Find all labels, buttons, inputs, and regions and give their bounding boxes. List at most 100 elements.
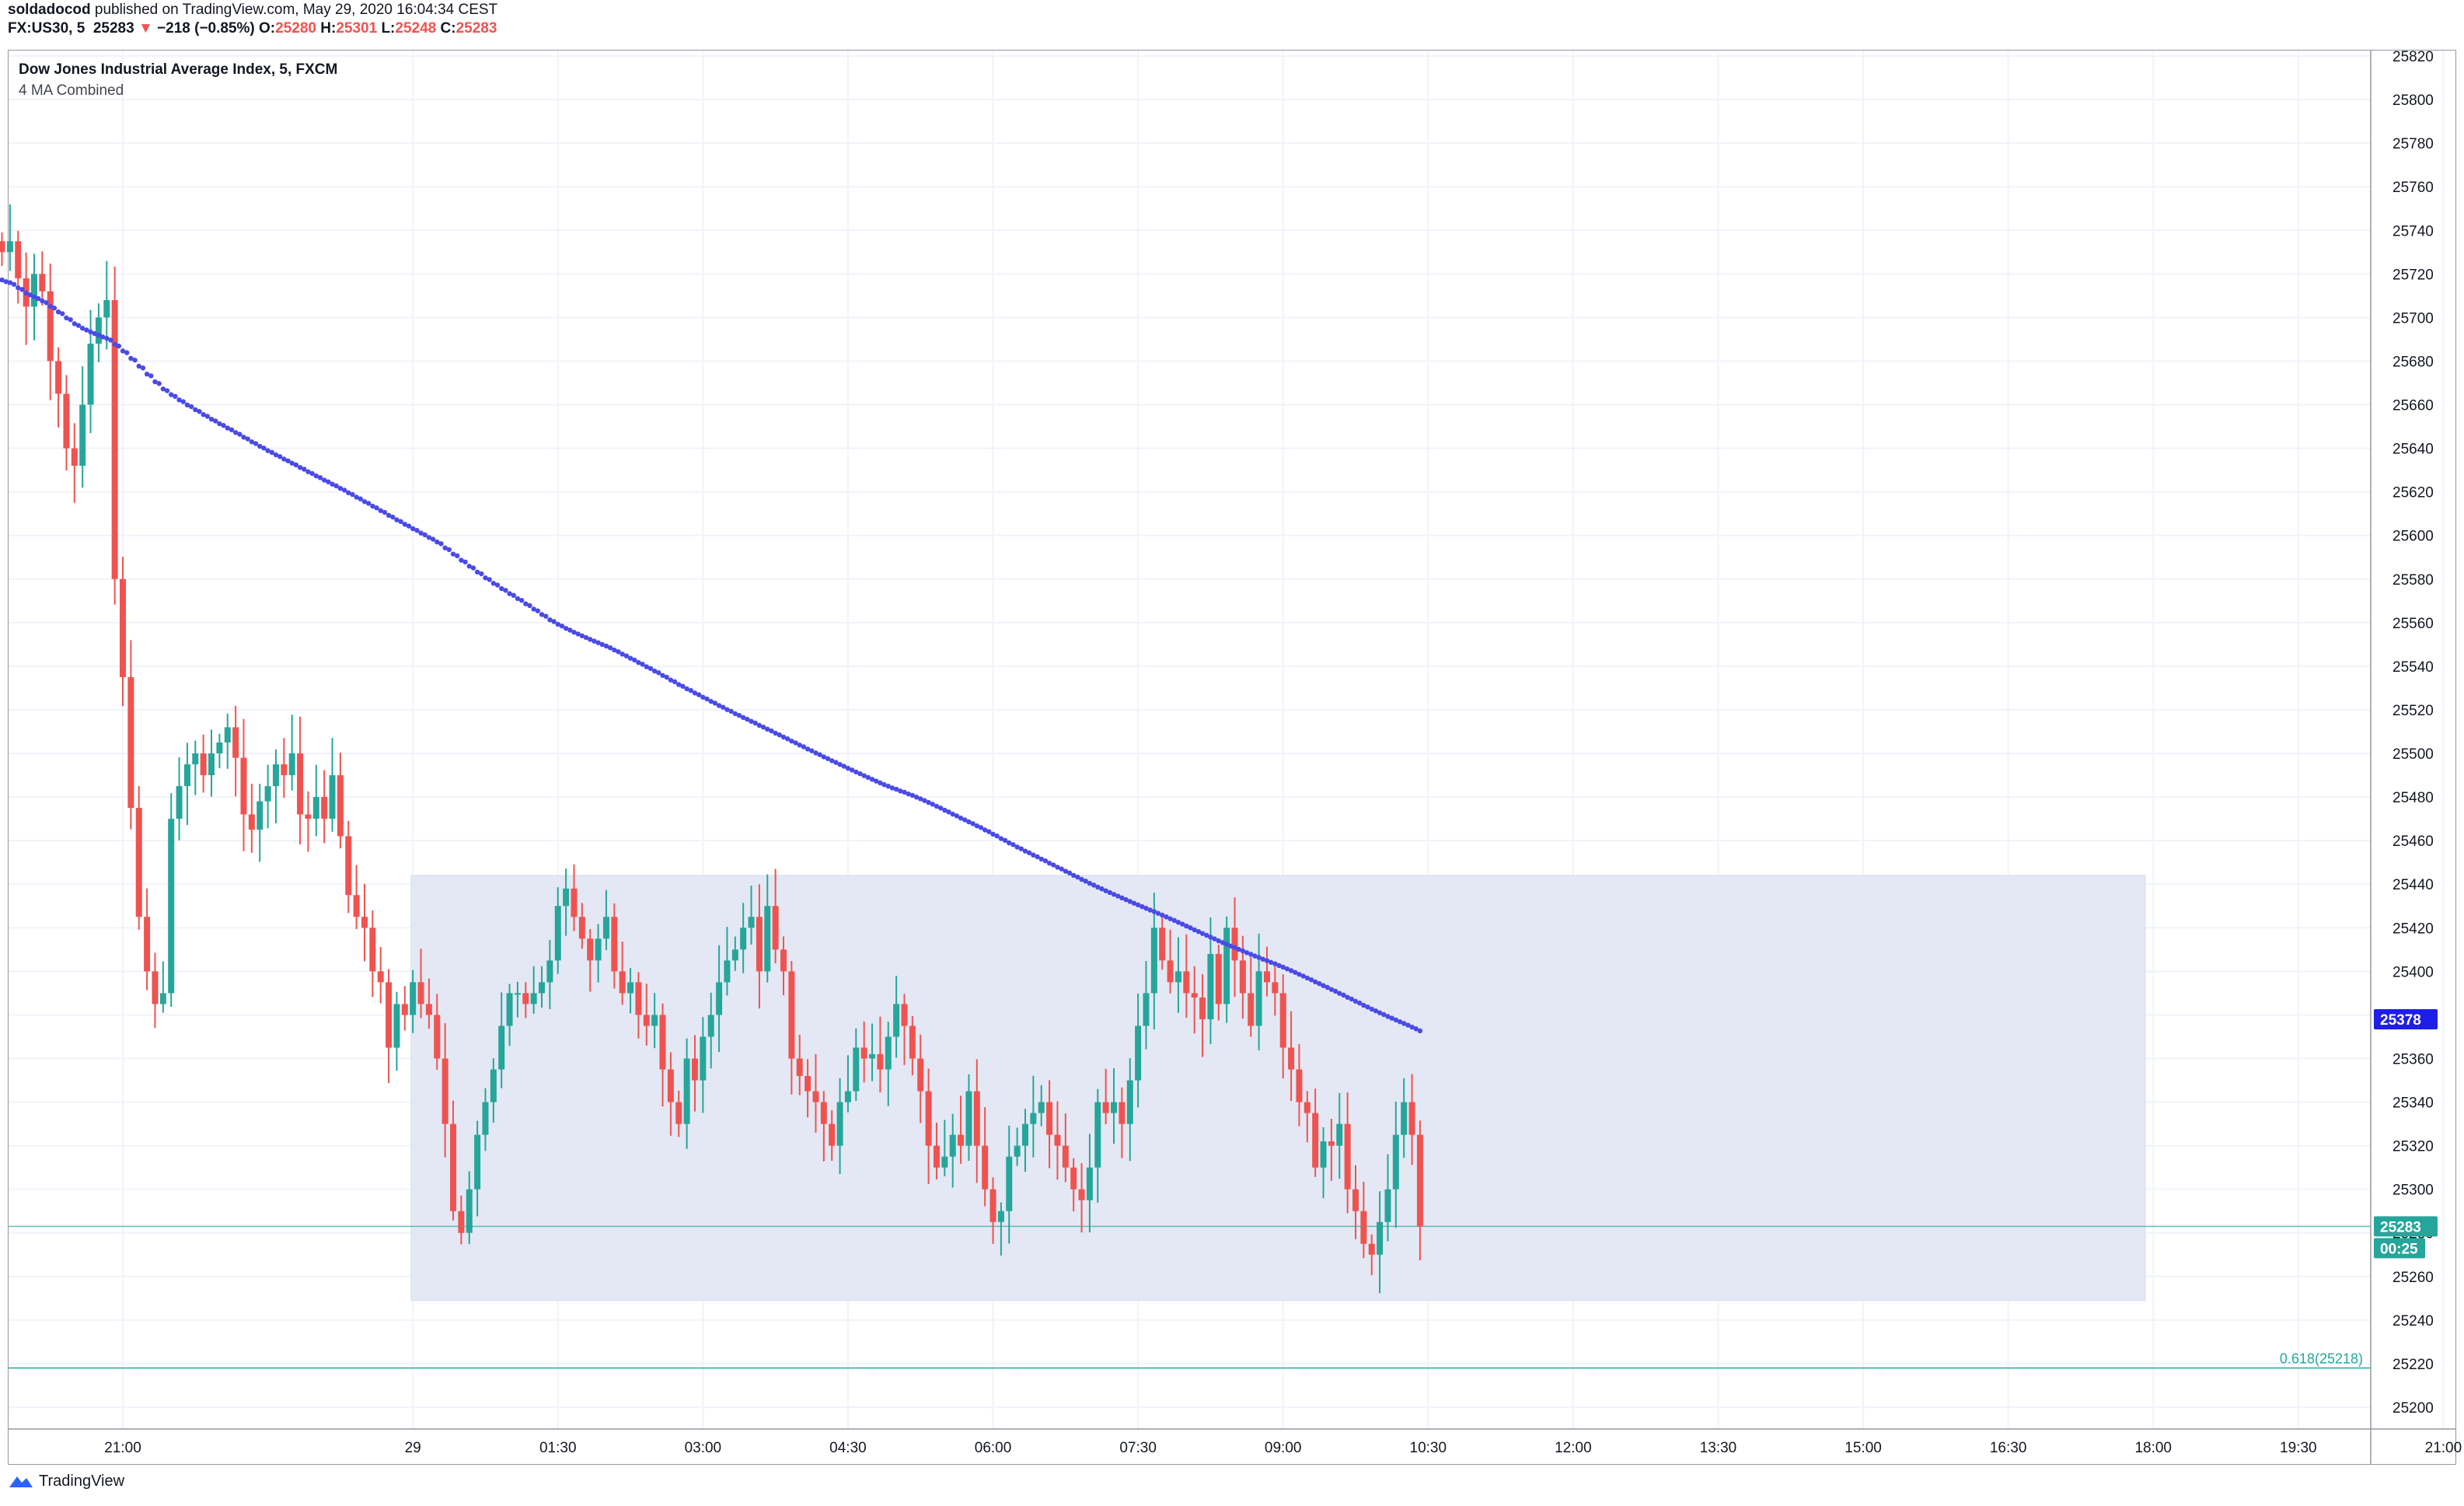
ma-dot [273,452,279,458]
x-tick-label: 07:30 [1119,1440,1157,1456]
ma-dot [394,517,400,522]
ma-dot [1393,1017,1399,1023]
ma-dot [1179,921,1185,927]
candle-body [1368,1243,1375,1255]
candle-body [434,1015,441,1059]
ma-dot [845,765,851,771]
chart-frame[interactable] [8,50,2456,1465]
ma-dot [809,748,815,753]
candle-body [1215,953,1222,1005]
author-name[interactable]: soldadocod [8,2,91,18]
ma-dot [346,490,351,495]
ma-dot [1248,952,1254,957]
candle-body [369,928,376,972]
ma-dot [740,715,746,721]
ma-dot [333,483,339,489]
ma-dot [1175,920,1181,925]
ma-dot [96,332,102,338]
candle-body [55,361,62,394]
ma-dot [289,460,295,466]
ma-dot [156,381,162,386]
ma-dot [950,811,955,817]
ma-dot [849,767,855,773]
ma-dot [140,365,146,371]
ma-dot [1244,950,1250,956]
ma-dot [92,330,97,337]
ma-dot [531,606,536,612]
x-tick-label: 12:00 [1555,1440,1592,1456]
ma-dot [19,287,25,292]
ma-dot [330,481,335,487]
ma-dot [869,777,875,782]
candle-body [627,982,634,994]
ma-dot [390,514,396,520]
ma-dot [378,508,383,513]
candle-body [321,797,328,819]
low-label: L: [381,20,396,37]
y-axis: 2520025220252402526025280253002532025340… [2392,49,2434,1417]
candle-body [401,1004,408,1015]
ma-dot [636,659,641,666]
y-tick-label: 25320 [2392,1139,2434,1155]
ma-dot [245,436,250,442]
candle-body [804,1075,811,1092]
ma-dot [801,744,807,750]
ma-dot [47,303,53,309]
ma-dot [647,666,654,672]
candle-body [1207,953,1214,1020]
ma-dot [31,294,37,300]
ma-dot [1022,848,1028,854]
candle-body [707,1015,714,1037]
ma-dot [881,782,887,788]
ma-dot [1135,902,1141,908]
candle-body [1352,1189,1359,1211]
ma-dot [644,664,649,669]
y-tick-label: 25640 [2392,442,2434,458]
ma-dot [1324,984,1330,991]
ma-dot [1377,1010,1383,1015]
y-tick-label: 25540 [2392,659,2434,676]
y-tick-label: 25560 [2392,616,2434,632]
candle-body [410,982,417,1015]
ma-dot [382,509,388,515]
ma-dot [1091,882,1097,888]
ma-dot [543,613,549,619]
candle-body [554,906,561,961]
candle-body [731,949,738,961]
ma-dot [571,629,577,635]
footer-brand[interactable]: TradingView [39,1472,125,1490]
ma-dot [821,754,827,760]
ma-dot [1031,852,1036,858]
ma-dot [51,306,58,311]
ma-dot [1002,837,1008,844]
candle-body [329,775,336,819]
ma-dot [1300,973,1306,979]
ma-dot [124,350,130,355]
ma-dot [885,784,891,789]
candle-body [111,299,118,579]
ma-dot [1111,892,1117,897]
candle-body [103,299,110,318]
candle-body [820,1102,827,1124]
y-tick-label: 25800 [2392,93,2434,109]
candle-body [1054,1134,1061,1146]
ma-dot [853,769,859,775]
candle-body [87,344,94,405]
candle-body [877,1054,884,1070]
x-tick-label: 13:30 [1700,1440,1737,1456]
candle-body [272,764,279,787]
ma-dot [660,673,665,678]
ma-dot [305,469,311,474]
ma-dot [1417,1028,1423,1034]
candle-body [659,1015,666,1070]
ma-dot [1160,912,1165,918]
candle-body [1183,971,1190,994]
ma-dot [414,528,420,533]
range-box[interactable] [410,875,2146,1302]
candle-body [224,727,231,743]
ma-dot [365,501,372,506]
candle-body [973,1091,980,1146]
y-tick-label: 25240 [2392,1313,2434,1330]
ma-dot [1192,927,1197,933]
